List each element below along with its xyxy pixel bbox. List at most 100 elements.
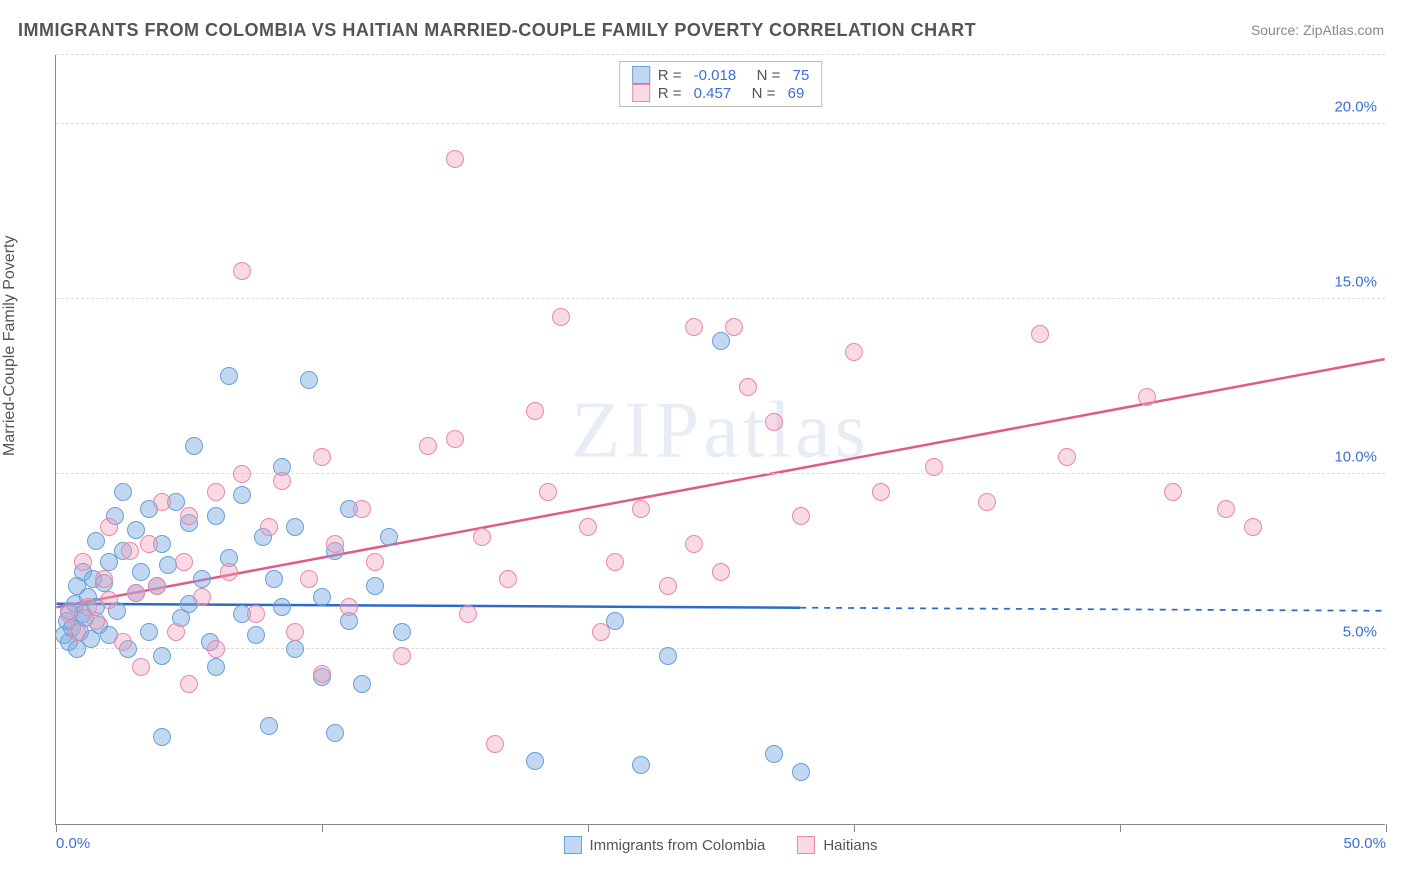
data-point [286, 640, 304, 658]
y-tick-label: 15.0% [1334, 274, 1377, 291]
data-point [148, 577, 166, 595]
source-label: Source: [1251, 22, 1299, 38]
x-tick [1386, 824, 1387, 832]
data-point [1138, 388, 1156, 406]
y-tick-label: 20.0% [1334, 99, 1377, 116]
data-point [153, 647, 171, 665]
data-point [300, 570, 318, 588]
trend-lines-layer [56, 55, 1385, 824]
data-point [132, 563, 150, 581]
data-point [95, 570, 113, 588]
y-tick-label: 10.0% [1334, 449, 1377, 466]
data-point [632, 500, 650, 518]
data-point [792, 763, 810, 781]
data-point [167, 623, 185, 641]
data-point [273, 472, 291, 490]
data-point [193, 588, 211, 606]
data-point [233, 262, 251, 280]
data-point [140, 623, 158, 641]
data-point [1217, 500, 1235, 518]
data-point [273, 598, 291, 616]
data-point [207, 658, 225, 676]
data-point [526, 752, 544, 770]
data-point [220, 367, 238, 385]
data-point [233, 465, 251, 483]
data-point [233, 486, 251, 504]
data-point [114, 633, 132, 651]
data-point [313, 665, 331, 683]
data-point [606, 553, 624, 571]
data-point [132, 658, 150, 676]
x-tick [322, 824, 323, 832]
data-point [526, 402, 544, 420]
stat-n-label: N = [739, 85, 779, 102]
data-point [765, 745, 783, 763]
data-point [87, 532, 105, 550]
data-point [366, 553, 384, 571]
data-point [1031, 325, 1049, 343]
series-swatch [632, 84, 650, 102]
data-point [685, 535, 703, 553]
stats-row: R = 0.457 N = 69 [632, 84, 810, 102]
legend-label: Haitians [823, 837, 877, 854]
data-point [180, 675, 198, 693]
stat-r-value: -0.018 [694, 67, 737, 84]
data-point [153, 493, 171, 511]
data-point [180, 507, 198, 525]
data-point [765, 413, 783, 431]
source-value: ZipAtlas.com [1303, 22, 1384, 38]
data-point [792, 507, 810, 525]
plot-area: ZIPatlas R = -0.018 N = 75R = 0.457 N = … [55, 55, 1385, 825]
data-point [140, 535, 158, 553]
data-point [419, 437, 437, 455]
legend-item: Immigrants from Colombia [563, 836, 765, 854]
data-point [247, 605, 265, 623]
data-point [68, 623, 86, 641]
data-point [175, 553, 193, 571]
x-tick [854, 824, 855, 832]
stat-r-label: R = [658, 85, 686, 102]
correlation-chart: IMMIGRANTS FROM COLOMBIA VS HAITIAN MARR… [0, 0, 1406, 892]
data-point [725, 318, 743, 336]
data-point [127, 584, 145, 602]
data-point [121, 542, 139, 560]
gridline [56, 648, 1385, 649]
stat-r-value: 0.457 [694, 85, 732, 102]
legend-swatch [563, 836, 581, 854]
gridline [56, 123, 1385, 124]
data-point [592, 623, 610, 641]
data-point [313, 448, 331, 466]
data-point [260, 717, 278, 735]
data-point [286, 518, 304, 536]
chart-title: IMMIGRANTS FROM COLOMBIA VS HAITIAN MARR… [18, 20, 976, 41]
data-point [207, 640, 225, 658]
trend-line-solid [56, 604, 800, 608]
data-point [739, 378, 757, 396]
x-tick-label: 0.0% [56, 835, 90, 852]
x-tick-label: 50.0% [1343, 835, 1386, 852]
data-point [74, 553, 92, 571]
data-point [712, 563, 730, 581]
data-point [712, 332, 730, 350]
data-point [845, 343, 863, 361]
data-point [313, 588, 331, 606]
data-point [539, 483, 557, 501]
data-point [100, 591, 118, 609]
legend-label: Immigrants from Colombia [589, 837, 765, 854]
data-point [552, 308, 570, 326]
stats-row: R = -0.018 N = 75 [632, 66, 810, 84]
data-point [632, 756, 650, 774]
data-point [193, 570, 211, 588]
data-point [579, 518, 597, 536]
data-point [60, 605, 78, 623]
data-point [1164, 483, 1182, 501]
data-point [300, 371, 318, 389]
data-point [185, 437, 203, 455]
data-point [114, 483, 132, 501]
data-point [393, 647, 411, 665]
stat-n-value: 69 [788, 85, 805, 102]
x-tick [1120, 824, 1121, 832]
data-point [286, 623, 304, 641]
trend-line-dashed [800, 608, 1384, 611]
y-tick-label: 5.0% [1343, 624, 1377, 641]
